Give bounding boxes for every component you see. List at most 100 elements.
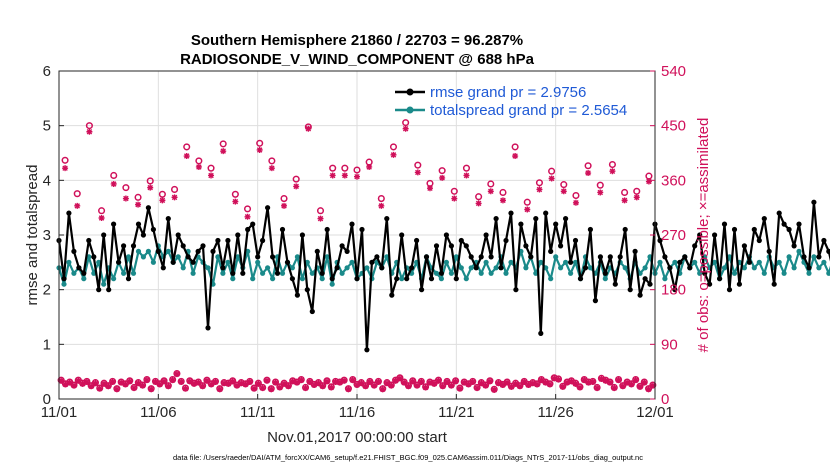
obs-assimilated-marker xyxy=(379,386,386,393)
obs-assimilated-marker xyxy=(165,383,172,390)
obs-assimilated-marker xyxy=(542,379,549,386)
totalspread-point xyxy=(806,270,812,276)
totalspread-point xyxy=(130,270,137,276)
rmse-point xyxy=(175,232,181,238)
obs-assimilated-marker xyxy=(560,188,567,195)
x-axis-label: Nov.01,2017 00:00:00 start xyxy=(267,429,448,446)
obs-assimilated-marker xyxy=(62,165,69,172)
rmse-point xyxy=(121,243,127,249)
obs-assimilated-marker xyxy=(585,379,592,386)
totalspread-point xyxy=(453,254,459,260)
rmse-point xyxy=(116,259,122,265)
obs-assimilated-marker xyxy=(285,383,292,390)
obs-assimilated-marker xyxy=(619,383,626,390)
totalspread-point xyxy=(657,259,663,265)
obs-possible-marker xyxy=(377,195,385,203)
obs-possible-marker xyxy=(621,188,629,197)
totalspread-point xyxy=(135,248,142,254)
obs-possible-marker xyxy=(219,140,227,148)
rmse-point xyxy=(245,226,251,233)
obs-assimilated-marker xyxy=(62,381,69,388)
rmse-point xyxy=(756,237,762,244)
rmse-point xyxy=(682,254,688,260)
obs-possible-marker xyxy=(280,195,288,203)
rmse-point xyxy=(220,265,226,271)
obs-assimilated-marker xyxy=(329,172,336,179)
totalspread-point xyxy=(299,276,305,282)
rmse-point xyxy=(329,276,335,282)
totalspread-point xyxy=(478,270,484,276)
rmse-point xyxy=(563,216,569,222)
obs-assimilated-marker xyxy=(109,378,116,385)
rmse-point xyxy=(334,265,340,271)
obs-assimilated-marker xyxy=(465,381,472,388)
rmse-point xyxy=(309,308,315,315)
obs-possible-marker xyxy=(268,157,276,165)
obs-assimilated-marker xyxy=(512,380,519,387)
rmse-point xyxy=(145,205,151,211)
rmse-point xyxy=(448,243,454,249)
x-tick-label: 11/11 xyxy=(240,404,275,421)
totalspread-point xyxy=(250,276,256,282)
obs-possible-marker xyxy=(171,185,179,193)
obs-assimilated-marker xyxy=(126,378,133,385)
obs-assimilated-marker xyxy=(482,382,489,389)
rmse-point xyxy=(433,243,440,249)
obs-assimilated-marker xyxy=(521,378,528,385)
obs-possible-marker xyxy=(438,167,446,175)
rmse-point xyxy=(299,232,305,238)
totalspread-point xyxy=(443,259,449,265)
rmse-point xyxy=(76,265,82,271)
obs-assimilated-marker xyxy=(79,380,86,387)
obs-assimilated-marker xyxy=(281,202,288,209)
rmse-point xyxy=(632,248,638,254)
obs-possible-marker xyxy=(231,190,239,198)
rmse-point xyxy=(414,237,420,244)
obs-possible-marker xyxy=(195,157,203,165)
rmse-point xyxy=(260,237,266,244)
obs-assimilated-marker xyxy=(418,378,425,385)
obs-possible-marker xyxy=(353,166,361,174)
obs-assimilated-marker xyxy=(551,375,558,382)
obs-assimilated-marker xyxy=(276,384,283,391)
totalspread-point xyxy=(458,265,464,271)
rmse-point xyxy=(195,248,201,254)
totalspread-point xyxy=(563,259,569,265)
obs-assimilated-marker xyxy=(475,200,482,207)
obs-possible-marker xyxy=(523,198,531,206)
obs-possible-marker xyxy=(98,207,106,215)
rmse-point xyxy=(642,276,648,282)
totalspread-point xyxy=(66,259,72,265)
obs-assimilated-marker xyxy=(499,382,506,389)
obs-assimilated-marker xyxy=(173,371,180,378)
rmse-point xyxy=(364,347,370,353)
rmse-point xyxy=(543,210,549,216)
obs-assimilated-marker xyxy=(118,379,125,386)
obs-assimilated-marker xyxy=(390,151,397,158)
obs-assimilated-marker xyxy=(238,380,245,387)
obs-assimilated-marker xyxy=(246,378,253,385)
obs-assimilated-marker xyxy=(169,377,176,384)
obs-assimilated-marker xyxy=(598,375,605,382)
rmse-point xyxy=(71,248,77,254)
rmse-point xyxy=(766,248,772,254)
obs-assimilated-marker xyxy=(392,377,399,384)
totalspread-point xyxy=(448,270,454,276)
y2-axis-label: # of obs: o=possible; ×=assimilated xyxy=(695,118,712,353)
y2-tick-label: 90 xyxy=(661,336,678,353)
footnote: data file: /Users/raeder/DAI/ATM_forcXX/… xyxy=(173,453,643,462)
totalspread-point xyxy=(796,248,802,254)
rmse-point xyxy=(712,232,718,238)
totalspread-point xyxy=(721,265,728,271)
totalspread-point xyxy=(553,254,559,260)
obs-assimilated-marker xyxy=(216,386,223,393)
totalspread-point xyxy=(265,265,271,271)
rmse-point xyxy=(160,265,166,271)
obs-assimilated-marker xyxy=(131,385,138,392)
rmse-point xyxy=(101,232,107,238)
totalspread-point xyxy=(125,254,132,260)
obs-assimilated-marker xyxy=(538,377,545,384)
obs-assimilated-marker xyxy=(645,386,652,393)
obs-assimilated-marker xyxy=(244,213,251,220)
rmse-point xyxy=(240,270,246,276)
